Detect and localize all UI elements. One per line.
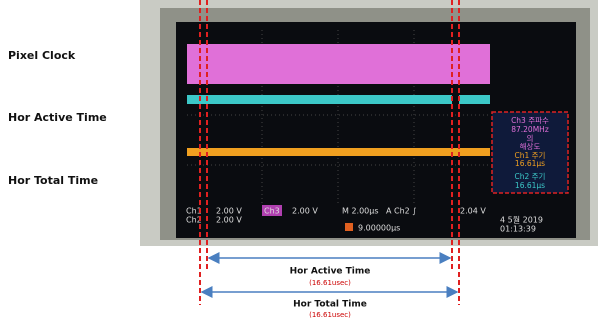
- status-text: 2.00 V: [216, 216, 242, 225]
- label: Pixel Clock: [8, 49, 76, 62]
- status-text: 2.00 V: [292, 207, 318, 216]
- measure-text: 16.61μs: [515, 159, 545, 168]
- label: Hor Total Time: [8, 174, 98, 187]
- annotation: Hor Active Time: [290, 267, 371, 277]
- measure-text: Ch2 주기: [515, 172, 546, 181]
- measure-text: Ch3 주파수: [511, 116, 549, 125]
- active-trace: [459, 95, 490, 104]
- annotation-value: (16.61usec): [309, 311, 351, 319]
- status-text: 2.00 V: [216, 207, 242, 216]
- annotation: Hor Total Time: [293, 300, 367, 310]
- status-text: 9.00000μs: [358, 224, 400, 233]
- status-text: M 2.00μs: [342, 207, 379, 216]
- measure-text: 16.61μs: [515, 181, 545, 190]
- page: Pixel Clock Hor Active Time Hor Total Ti…: [0, 0, 598, 320]
- annotation-value: (16.61usec): [309, 279, 351, 287]
- measure-text: 87.20MHz: [511, 125, 549, 134]
- active-trace: [187, 95, 452, 104]
- measure-text: 해상도: [520, 141, 541, 151]
- pixel-clock-trace: [187, 44, 490, 84]
- status-text: A Ch2 ∫: [386, 207, 416, 216]
- status-text: Ch3: [264, 207, 280, 216]
- total-trace: [187, 148, 490, 156]
- status-text: 01:13:39: [500, 225, 536, 234]
- label: Hor Active Time: [8, 111, 107, 124]
- status-text: 2.04 V: [460, 207, 486, 216]
- status-text: 4 5월 2019: [500, 215, 543, 225]
- position-icon: [345, 223, 353, 231]
